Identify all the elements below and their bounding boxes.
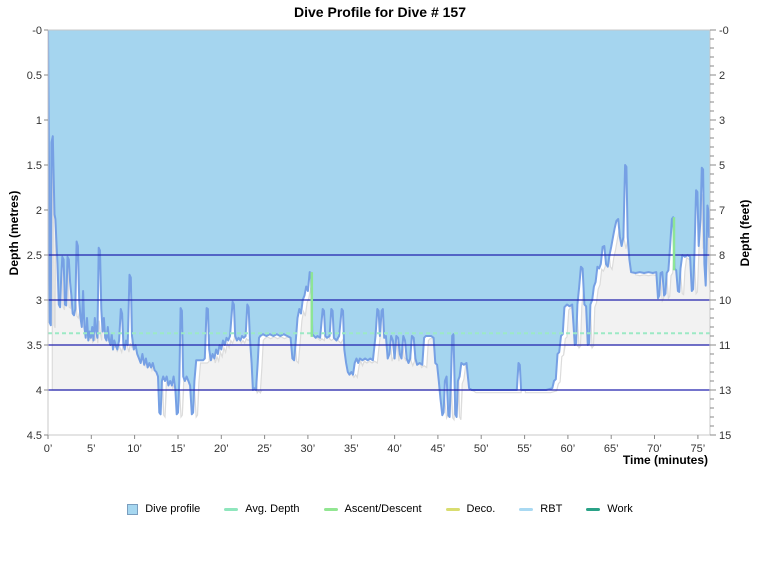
dive-profile-area [48, 30, 710, 417]
legend-swatch-line [586, 507, 601, 511]
legend-swatch-line [224, 507, 239, 511]
legend-swatch-square [127, 503, 139, 515]
right-axis-tick-label: 10 [719, 295, 731, 307]
chart-legend: Dive profile Avg. Depth Ascent/Descent Deco… [0, 503, 760, 515]
legend-swatch-line [323, 507, 338, 511]
legend-item-label: Avg. Depth [245, 503, 300, 515]
legend-item: Work [586, 503, 633, 515]
x-axis-tick-label: 0’ [44, 443, 53, 455]
x-axis-tick-label: 10’ [127, 443, 142, 455]
x-axis-tick-label: 55’ [517, 443, 532, 455]
left-axis-tick-label: -0 [32, 25, 42, 37]
legend-item-label: Ascent/Descent [344, 503, 422, 515]
x-axis-tick-label: 60’ [561, 443, 576, 455]
left-axis-tick-label: 3.5 [27, 340, 42, 352]
legend-item: Dive profile [127, 503, 200, 515]
left-axis-tick-label: 3 [36, 295, 42, 307]
x-axis-tick-label: 75’ [691, 443, 706, 455]
x-axis-tick-label: 25’ [257, 443, 272, 455]
x-axis-tick-label: 45’ [431, 443, 446, 455]
right-axis-tick-label: 5 [719, 160, 725, 172]
right-axis-tick-label: 7 [719, 205, 725, 217]
right-axis-tick-label: 15 [719, 430, 731, 442]
plot-border [47, 29, 711, 436]
right-axis-tick-label: 13 [719, 385, 731, 397]
legend-item-label: RBT [540, 503, 563, 515]
right-axis-tick-label: 8 [719, 250, 725, 262]
legend-swatch-line [445, 507, 460, 511]
dive-profile-chart: -0 0.5 1 1.5 2 2.5 3 3.5 4 4.5 -0 2 3 5 7 8 10 11 13 15 0’ 5’… [27, 25, 732, 455]
left-axis-tick-label: 4 [36, 385, 42, 397]
x-axis-tick-label: 5’ [87, 443, 96, 455]
left-axis-tick-label: 4.5 [27, 430, 42, 442]
x-axis-tick-label: 30’ [301, 443, 316, 455]
left-axis-tick-label: 1.5 [27, 160, 42, 172]
right-axis-tick-label: 11 [719, 340, 730, 352]
legend-item: RBT [519, 503, 562, 515]
right-axis-tick-label: 3 [719, 115, 725, 127]
left-axis-tick-label: 1 [36, 115, 42, 127]
legend-item-label: Work [607, 503, 633, 515]
x-axis-tick-label: 50’ [474, 443, 489, 455]
legend-item-label: Deco. [466, 503, 496, 515]
legend-swatch-line [519, 507, 534, 511]
x-axis-tick-label: 15’ [171, 443, 186, 455]
legend-item-label: Dive profile [145, 503, 201, 515]
left-axis-tick-label: 2 [36, 205, 42, 217]
x-axis-tick-label: 35’ [344, 443, 359, 455]
legend-item: Ascent/Descent [323, 503, 422, 515]
right-axis-tick-label: 2 [719, 70, 725, 82]
right-axis-tick-label: -0 [719, 25, 729, 37]
legend-item: Avg. Depth [224, 503, 300, 515]
chart-title: Dive Profile for Dive # 157 [294, 4, 466, 20]
x-axis-tick-label: 70’ [647, 443, 662, 455]
x-axis-title: Time (minutes) [622, 453, 708, 467]
legend-item: Deco. [445, 503, 496, 515]
x-axis-tick-label: 40’ [387, 443, 402, 455]
x-axis-tick-label: 20’ [214, 443, 229, 455]
x-axis-tick-label: 65’ [604, 443, 619, 455]
left-axis-tick-label: 2.5 [27, 250, 42, 262]
left-axis-tick-label: 0.5 [27, 70, 42, 82]
dive-profile-outline [48, 30, 710, 418]
